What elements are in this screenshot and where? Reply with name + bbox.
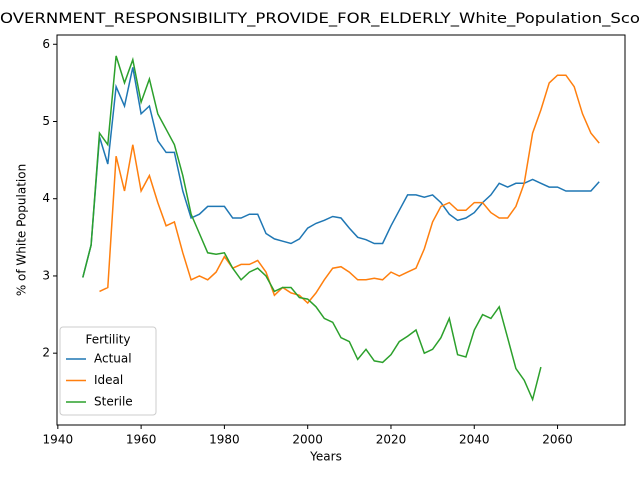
x-tick-label: 2060 xyxy=(542,433,573,447)
x-tick-label: 1960 xyxy=(126,433,157,447)
line-series xyxy=(82,67,600,278)
y-axis-label: % of White Population xyxy=(15,164,29,296)
y-tick-label: 5 xyxy=(42,114,50,128)
x-tick-label: 2040 xyxy=(459,433,490,447)
x-tick-label: 1980 xyxy=(209,433,240,447)
plot-frame xyxy=(56,34,626,426)
x-tick-label: 2000 xyxy=(292,433,323,447)
x-tick-label: 1940 xyxy=(43,433,74,447)
chart-title: OVERNMENT_RESPONSIBILITY_PROVIDE_FOR_ELD… xyxy=(0,11,640,27)
x-axis-label: Years xyxy=(309,450,342,464)
legend-title: Fertility xyxy=(85,333,130,347)
legend-label: Actual xyxy=(94,352,132,366)
x-tick-label: 2020 xyxy=(376,433,407,447)
line-series xyxy=(82,55,542,402)
legend-label: Sterile xyxy=(94,395,133,409)
y-tick-label: 6 xyxy=(42,37,50,51)
y-tick-label: 4 xyxy=(42,191,50,205)
line-series xyxy=(99,74,600,305)
y-tick-label: 3 xyxy=(42,268,50,282)
legend-label: Ideal xyxy=(94,373,123,387)
legend-box xyxy=(59,326,157,416)
y-tick-label: 2 xyxy=(42,346,50,360)
